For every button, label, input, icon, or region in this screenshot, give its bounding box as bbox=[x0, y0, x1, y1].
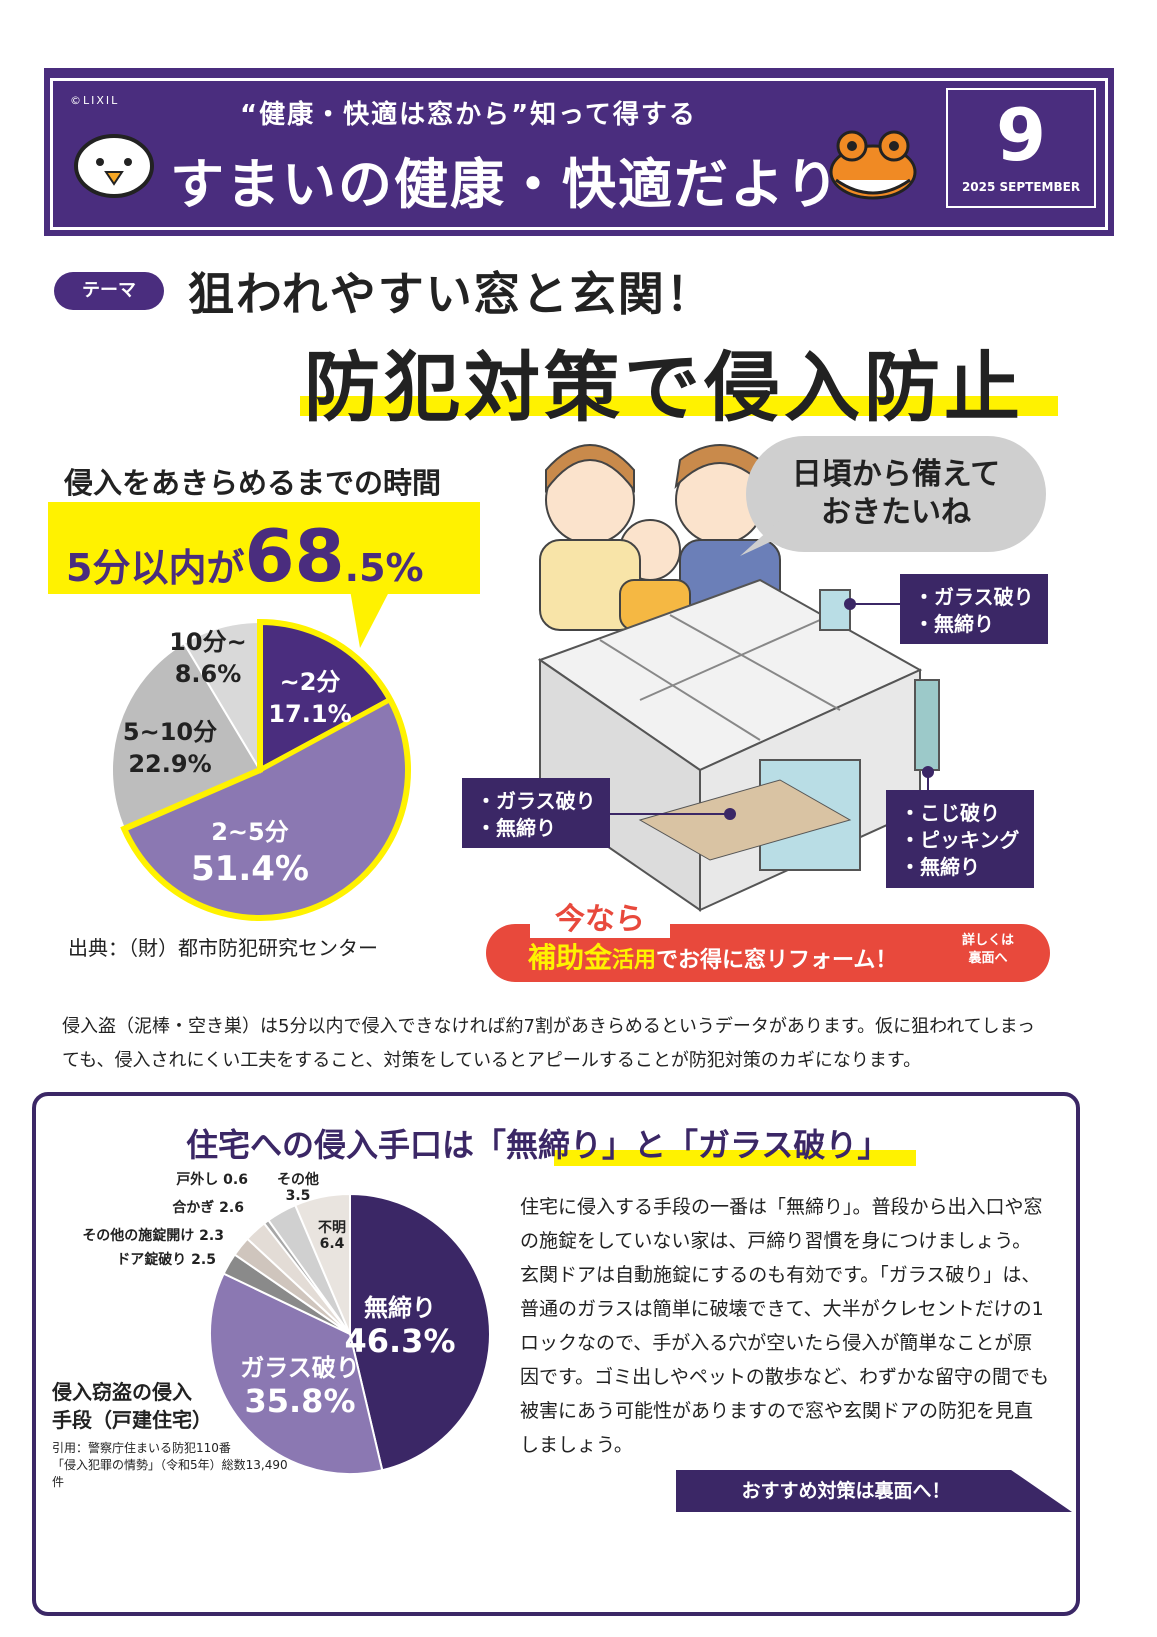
pie-source-line: 「侵入犯罪の情勢」（令和5年）総数13,490件 bbox=[52, 1458, 288, 1489]
pie-title: 侵入窃盗の侵入 手段（戸建住宅） bbox=[52, 1378, 252, 1434]
pie-outer-value: 3.5 bbox=[286, 1188, 311, 1204]
pie-slice bbox=[293, 1192, 351, 1335]
speech-bubble bbox=[746, 436, 1046, 552]
callout-item: ・無締り bbox=[900, 855, 980, 879]
issue-date: 2025 SEPTEMBER bbox=[961, 180, 1081, 194]
banner-main-text: 補助金活用でお得に窓リフォーム！ bbox=[528, 936, 897, 976]
cta-text: おすすめ対策は裏面へ！ bbox=[741, 1480, 951, 1502]
pie-slice bbox=[209, 1272, 384, 1475]
frog-mascot-icon bbox=[829, 130, 917, 200]
pie-highlight bbox=[120, 618, 411, 921]
pie-slice-value: 51.4% bbox=[191, 849, 309, 889]
house-illustration bbox=[537, 444, 940, 912]
pie-outer-label: 合かぎ 2.6 bbox=[172, 1199, 244, 1216]
pie-title-line: 手段（戸建住宅） bbox=[52, 1408, 212, 1432]
section-title: 住宅への侵入手口は「無締り」と「ガラス破り」 bbox=[186, 1126, 890, 1164]
callout-item: ・無締り bbox=[914, 612, 994, 636]
banner-subsidy: 補助金 bbox=[528, 941, 613, 974]
stat-big-number: 68 bbox=[244, 514, 345, 598]
callout-item: ・こじ破り bbox=[900, 801, 1000, 825]
banner-side-line: 詳しくは bbox=[961, 933, 1014, 948]
section-title-highlight bbox=[554, 1150, 916, 1166]
callout-item: ・無締り bbox=[476, 816, 556, 840]
pie-slice-value: 22.9% bbox=[128, 750, 211, 778]
pie-outer-label: その他の施錠開け 2.3 bbox=[82, 1227, 224, 1244]
header-tagline: “健康・快適は窓から”知って得する bbox=[240, 100, 697, 130]
stat-label: 侵入をあきらめるまでの時間 bbox=[64, 466, 442, 500]
method-paragraph: 住宅に侵入する手段の一番は「無締り」。普段から出入口や窓の施錠をしていない家は、… bbox=[520, 1196, 1049, 1456]
chick-mascot-icon bbox=[74, 134, 154, 198]
stat-pointer bbox=[350, 590, 390, 648]
banner-rest: でお得に窓リフォーム！ bbox=[656, 948, 898, 973]
pie-slice-label: ガラス破り bbox=[240, 1354, 360, 1382]
headline-main: 防犯対策で侵入防止 bbox=[304, 343, 1024, 432]
banner-side-note: 詳しくは 裏面へ bbox=[950, 932, 1026, 968]
pie-chart-time: ~2分 17.1% 2~5分 51.4% 5~10分 22.9% 10分~ 8.6% bbox=[111, 618, 411, 921]
headline-sub: 狙われやすい窓と玄関！ bbox=[188, 267, 714, 321]
callout-window: ・ガラス破り ・無締り bbox=[900, 574, 1048, 644]
pie-slice-value: 17.1% bbox=[268, 700, 351, 728]
speech-text: 日頃から備えて おきたいね bbox=[746, 456, 1046, 532]
pie-outer-label: その他 bbox=[277, 1171, 319, 1188]
headline-highlight bbox=[300, 396, 1058, 416]
banner-side-line: 裏面へ bbox=[968, 951, 1008, 966]
callout-item: ・ピッキング bbox=[900, 828, 1020, 852]
pie-outer-label: 戸外し 0.6 bbox=[176, 1171, 248, 1188]
intro-paragraph: 侵入盗（泥棒・空き巣）は5分以内で侵入できなければ約7割があきらめるというデータ… bbox=[62, 1016, 1035, 1071]
pie-slice bbox=[111, 641, 262, 831]
pie-slice-label: ~2分 bbox=[280, 668, 341, 696]
stat-suffix: .5% bbox=[344, 546, 424, 590]
pie-slice-value: 8.6% bbox=[175, 660, 242, 688]
pie-title-line: 侵入窃盗の侵入 bbox=[52, 1380, 192, 1404]
speech-line: 日頃から備えて bbox=[791, 457, 1001, 492]
pie-outer-label: 不明 bbox=[318, 1220, 346, 1236]
header-title: すまいの健康・快適だより bbox=[170, 153, 841, 216]
pie-source: 引用：警察庁住まいる防犯110番 「侵入犯罪の情勢」（令和5年）総数13,490… bbox=[52, 1440, 292, 1491]
pie-slice-label: 無締り bbox=[364, 1294, 436, 1322]
speech-line: おきたいね bbox=[821, 495, 971, 530]
speech-tail bbox=[740, 520, 796, 556]
pie-slice-value: 46.3% bbox=[344, 1322, 455, 1360]
method-section bbox=[32, 1092, 1080, 1616]
pie-outer-value: 6.4 bbox=[320, 1236, 345, 1252]
pie-slice-label: 5~10分 bbox=[123, 718, 217, 746]
theme-badge: テーマ bbox=[54, 272, 164, 310]
pie-slice bbox=[349, 1192, 491, 1472]
pie-slice-label: 10分~ bbox=[169, 628, 247, 656]
banner-top-label: 今なら bbox=[530, 894, 670, 938]
issue-box bbox=[946, 88, 1096, 208]
copyright: ©LIXIL bbox=[70, 94, 120, 107]
header-banner bbox=[44, 68, 1114, 236]
callout-item: ・ガラス破り bbox=[914, 585, 1034, 609]
stat-value: 5分以内が68.5% bbox=[66, 514, 424, 598]
callout-door: ・こじ破り ・ピッキング ・無締り bbox=[886, 790, 1034, 888]
pie-slice-value: 35.8% bbox=[244, 1382, 355, 1420]
stat-prefix: 5分以内が bbox=[66, 546, 245, 590]
cta-ribbon[interactable] bbox=[676, 1470, 1072, 1512]
stat-source: 出典：（財）都市防犯研究センター bbox=[68, 936, 378, 960]
stat-highlight-box bbox=[48, 502, 480, 594]
pie-outer-label: ドア錠破り 2.5 bbox=[116, 1251, 216, 1268]
pie-slice-label: 2~5分 bbox=[211, 818, 289, 846]
callout-item: ・ガラス破り bbox=[476, 789, 596, 813]
pie-source-line: 引用：警察庁住まいる防犯110番 bbox=[52, 1441, 231, 1455]
issue-number: 9 bbox=[995, 93, 1047, 177]
banner-use: 活用 bbox=[612, 948, 657, 973]
callout-patio: ・ガラス破り ・無締り bbox=[462, 778, 610, 848]
